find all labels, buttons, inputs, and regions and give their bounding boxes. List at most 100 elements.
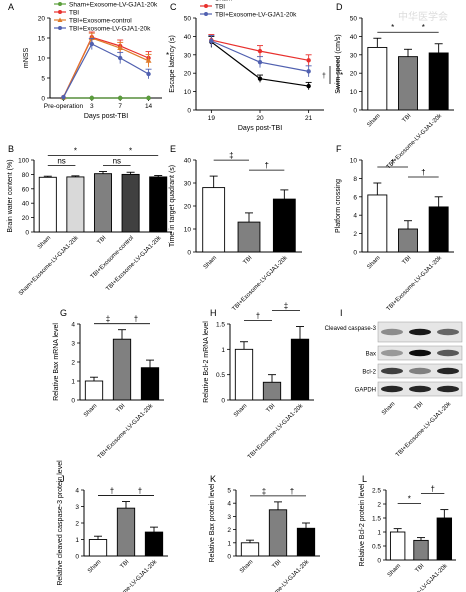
blot-row-label: GAPDH <box>355 388 376 394</box>
watermark: 中华医学会 <box>398 12 448 23</box>
panel-letter: I <box>340 308 343 318</box>
data-point <box>306 83 311 89</box>
panel-e: E 0 10 20 30 40 Time in target quadrant (s) Sha… <box>169 144 302 313</box>
panel-letter: D <box>336 2 343 12</box>
x-tick-label: TBI <box>243 255 254 266</box>
data-point <box>117 95 123 101</box>
panel-letter: A <box>8 2 14 12</box>
y-tick-label: 4 <box>75 488 79 495</box>
blot-band <box>409 367 431 375</box>
data-point <box>146 71 151 77</box>
bar <box>88 539 108 557</box>
y-tick-label: 1 <box>377 530 381 537</box>
y-tick-label: 2 <box>353 231 357 238</box>
y-tick-label: 0 <box>377 558 381 565</box>
data-point <box>257 48 263 54</box>
y-tick-label: 10 <box>38 56 46 63</box>
blot-band <box>437 367 459 375</box>
bar <box>66 176 85 233</box>
y-tick-label: 4 <box>71 322 75 329</box>
y-tick-label: 40 <box>22 201 30 208</box>
legend-marker <box>57 17 63 22</box>
significance-label: † <box>110 487 114 496</box>
y-tick-label: 40 <box>184 158 192 165</box>
y-axis-label: Relative Bcl-2 protein level <box>359 483 366 566</box>
y-tick-label: 5 <box>41 76 45 83</box>
bar <box>38 176 57 233</box>
y-axis-label: Relative cleaved caspase-3 protein level <box>57 460 64 586</box>
bar <box>268 509 288 557</box>
significance-label: * <box>422 23 425 32</box>
x-tick-label: TBI+Exosome-LV-GJA1-20k <box>105 234 163 292</box>
bar <box>296 527 316 557</box>
y-tick-label: 20 <box>350 71 358 78</box>
bar <box>149 176 168 233</box>
y-tick-label: 10 <box>184 89 192 96</box>
significance-label: † <box>264 161 268 170</box>
data-point <box>257 59 263 65</box>
y-tick-label: 20 <box>38 16 46 23</box>
y-tick-label: 1 <box>75 537 79 544</box>
blot-row-label: Bcl-2 <box>362 370 376 376</box>
x-tick-label: Sham <box>366 113 381 128</box>
y-tick-label: 20 <box>22 215 30 222</box>
x-tick-label: Sham <box>37 235 52 250</box>
bar <box>240 542 260 557</box>
x-tick-label: 21 <box>305 115 313 122</box>
x-tick-label: Sham <box>239 559 254 574</box>
legend-marker <box>58 10 62 14</box>
x-tick-label: TBI <box>116 403 127 414</box>
legend-label: TBI <box>215 4 225 11</box>
bar <box>272 198 296 253</box>
y-axis-label: Escape latency (s) <box>169 35 176 93</box>
x-tick-label: TBI+Exosome-LV-GJA1-20k <box>386 254 444 312</box>
x-tick-label: Sham <box>366 255 381 270</box>
panel-k: K 0 1 2 3 4 5 Relative Bax protein level Sham TBI… <box>209 474 320 592</box>
x-tick-label: TBI <box>272 559 283 570</box>
y-tick-label: 1.5 <box>372 516 381 523</box>
x-tick-label: TBI <box>97 235 108 246</box>
y-axis-label: Brain water content (%) <box>7 159 14 232</box>
y-axis-label: Relative Bax protein level <box>209 483 216 562</box>
y-tick-label: 1 <box>227 540 231 547</box>
legend-marker <box>204 4 208 8</box>
y-tick-label: 3 <box>227 514 231 521</box>
x-tick-label: 19 <box>208 115 216 122</box>
bar <box>290 338 310 401</box>
significance-label: † <box>290 487 294 496</box>
series-line <box>62 43 149 98</box>
y-tick-label: 8 <box>353 176 357 183</box>
bar <box>237 221 261 253</box>
data-point <box>306 58 311 63</box>
x-tick-label: 14 <box>145 103 153 110</box>
x-tick-label: 20 <box>256 115 264 122</box>
bar <box>367 46 388 111</box>
y-tick-label: 0 <box>187 250 191 257</box>
bar <box>121 173 140 233</box>
significance-label: † <box>390 158 394 167</box>
bar <box>144 531 164 557</box>
legend-marker <box>58 26 62 30</box>
y-tick-label: 4 <box>227 501 231 508</box>
panel-g: G 0 1 2 3 4 Relative Bax mRNA level Sham TBITBI+… <box>53 308 164 461</box>
x-tick-label: Sham+Exosome-LV-GJA1-20k <box>18 234 81 297</box>
y-tick-label: 50 <box>184 16 192 23</box>
significance-label: ‡ <box>229 151 233 160</box>
y-tick-label: 30 <box>184 52 192 59</box>
x-tick-label: TBI <box>402 255 413 266</box>
y-tick-label: 0 <box>75 554 79 561</box>
x-tick-label: TBI+Exosome-LV-GJA1-20k <box>97 402 155 460</box>
y-axis-label: Swim speed (cm/s) <box>335 34 342 94</box>
significance-label: ‡ <box>284 302 288 311</box>
data-point <box>257 76 263 81</box>
x-tick-label: Sham <box>83 403 98 418</box>
significance-label: † <box>256 312 260 321</box>
blot-band <box>381 328 403 336</box>
panel-letter: B <box>8 144 14 154</box>
bar <box>428 206 449 253</box>
significance-label: ns <box>57 157 65 166</box>
blot-band <box>409 328 431 336</box>
bar <box>367 194 388 253</box>
panel-b: B 0 20 40 60 80 100 Brain water content (%) Sham… <box>7 144 172 297</box>
data-point <box>89 41 95 47</box>
